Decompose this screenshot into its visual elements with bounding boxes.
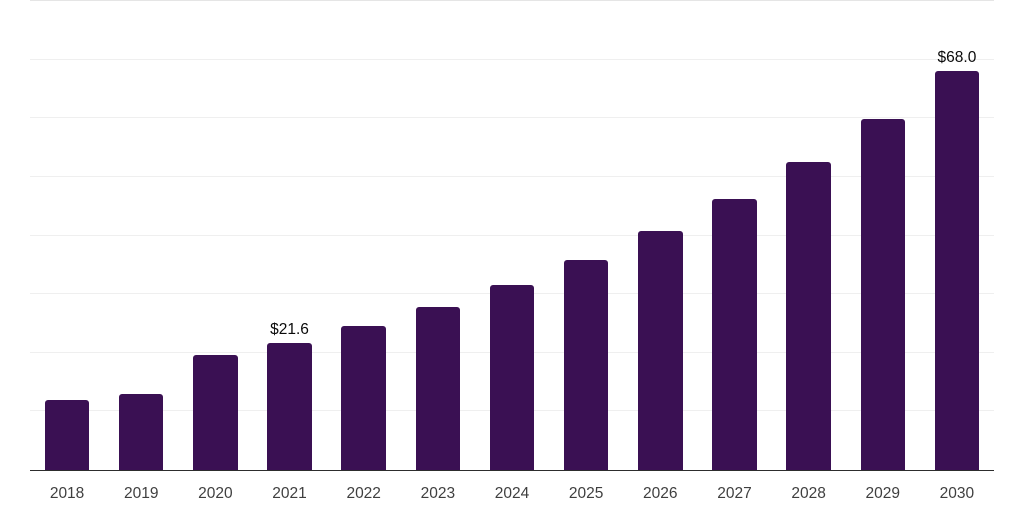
bar-2025[interactable] — [563, 259, 609, 470]
bar-2023[interactable] — [415, 307, 461, 470]
gridline-70 — [30, 58, 994, 60]
x-axis-line — [30, 469, 994, 471]
x-tick-label-2023: 2023 — [420, 485, 456, 502]
x-tick-label-2022: 2022 — [346, 485, 381, 502]
bar-2020[interactable] — [193, 354, 238, 470]
gridline-50 — [30, 175, 994, 177]
bar-2021[interactable] — [267, 343, 312, 470]
gridline-40 — [30, 234, 994, 236]
x-tick-label-2021: 2021 — [272, 485, 307, 502]
x-tick-label-2029: 2029 — [865, 485, 901, 502]
x-tick-label-2018: 2018 — [49, 485, 85, 502]
bar-2018[interactable] — [44, 400, 90, 470]
x-tick-label-2028: 2028 — [791, 485, 826, 502]
x-tick-label-2026: 2026 — [643, 485, 678, 502]
x-tick-label-2019: 2019 — [123, 485, 159, 502]
bar-2029[interactable] — [860, 119, 905, 470]
x-tick-label-2024: 2024 — [494, 485, 530, 502]
bar-2027[interactable] — [712, 198, 757, 470]
bar-value-label-2021: $21.6 — [270, 321, 309, 339]
gridline-80 — [30, 0, 994, 1]
bar-2024[interactable] — [489, 284, 535, 470]
bar-2028[interactable] — [786, 161, 831, 470]
gridline-60 — [30, 117, 994, 119]
x-tick-label-2020: 2020 — [198, 485, 233, 502]
x-tick-label-2027: 2027 — [717, 485, 752, 502]
bar-2030[interactable] — [934, 71, 980, 470]
x-axis-labels: 2018 2019 2020 2021 2022 2023 2024 2025 2026 2027… — [30, 485, 994, 505]
bar-2019[interactable] — [118, 393, 164, 470]
bar-2022[interactable] — [341, 326, 386, 470]
x-tick-label-2025: 2025 — [568, 485, 604, 502]
bar-value-label-2030: $68.0 — [937, 49, 977, 67]
plot-area: $21.6 $68.0 — [30, 0, 994, 471]
bar-2026[interactable] — [638, 230, 683, 470]
x-tick-label-2030: 2030 — [939, 485, 975, 502]
